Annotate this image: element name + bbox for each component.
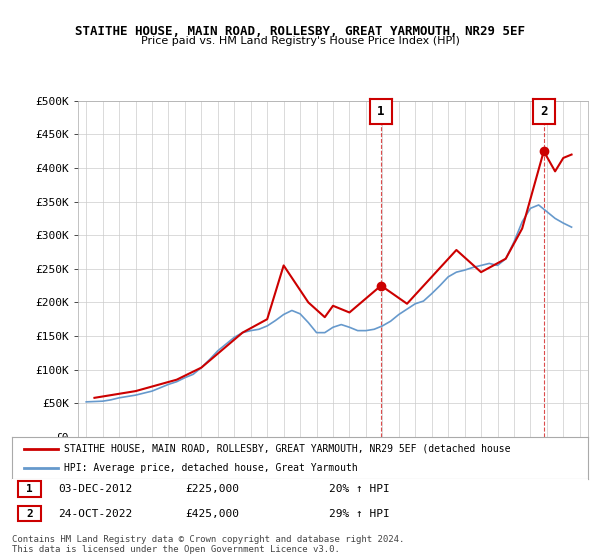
Text: 1: 1 [26,484,32,494]
Text: HPI: Average price, detached house, Great Yarmouth: HPI: Average price, detached house, Grea… [64,463,358,473]
Text: £425,000: £425,000 [185,508,239,519]
Text: STAITHE HOUSE, MAIN ROAD, ROLLESBY, GREAT YARMOUTH, NR29 5EF: STAITHE HOUSE, MAIN ROAD, ROLLESBY, GREA… [75,25,525,38]
Text: 03-DEC-2012: 03-DEC-2012 [58,484,133,494]
Text: 24-OCT-2022: 24-OCT-2022 [58,508,133,519]
Text: STAITHE HOUSE, MAIN ROAD, ROLLESBY, GREAT YARMOUTH, NR29 5EF (detached house: STAITHE HOUSE, MAIN ROAD, ROLLESBY, GREA… [64,444,511,454]
Text: Price paid vs. HM Land Registry's House Price Index (HPI): Price paid vs. HM Land Registry's House … [140,36,460,46]
Text: 1: 1 [377,105,385,118]
Text: 20% ↑ HPI: 20% ↑ HPI [329,484,389,494]
Text: £225,000: £225,000 [185,484,239,494]
FancyBboxPatch shape [18,481,41,497]
Text: Contains HM Land Registry data © Crown copyright and database right 2024.
This d: Contains HM Land Registry data © Crown c… [12,535,404,554]
Text: 29% ↑ HPI: 29% ↑ HPI [329,508,389,519]
Text: 2: 2 [26,508,32,519]
Text: 2: 2 [540,105,547,118]
FancyBboxPatch shape [18,506,41,521]
